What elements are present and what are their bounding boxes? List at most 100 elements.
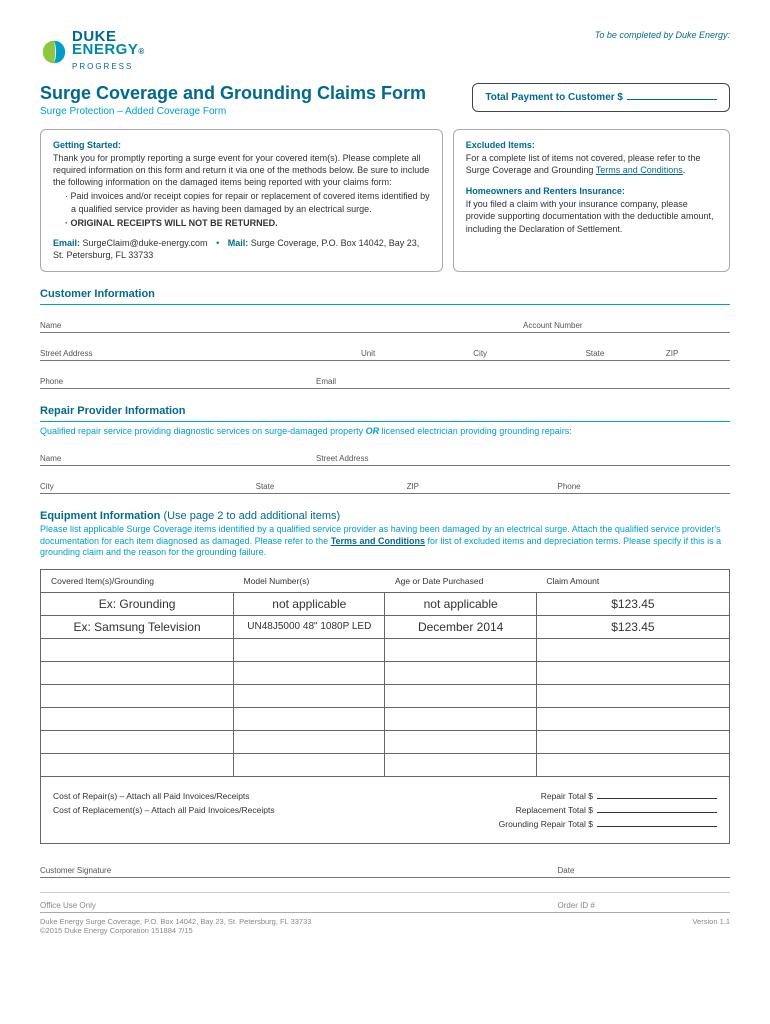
- table-row[interactable]: [41, 753, 729, 776]
- table-cell[interactable]: [234, 753, 385, 776]
- repair-info-heading: Repair Provider Information: [40, 405, 730, 422]
- footer-copy: ©2015 Duke Energy Corporation 151884 7/1…: [40, 926, 311, 935]
- equipment-table: Covered Item(s)/GroundingModel Number(s)…: [41, 570, 729, 777]
- table-cell[interactable]: [536, 638, 729, 661]
- logo-icon: [40, 38, 68, 66]
- table-cell[interactable]: [41, 684, 234, 707]
- cust-state-field: State: [586, 347, 666, 360]
- cust-city-field: City: [473, 347, 585, 360]
- table-cell[interactable]: [41, 638, 234, 661]
- table-cell[interactable]: not applicable: [234, 592, 385, 615]
- getting-bullet-2: ORIGINAL RECEIPTS WILL NOT BE RETURNED.: [53, 217, 430, 229]
- table-cell[interactable]: [385, 730, 536, 753]
- table-cell[interactable]: [385, 753, 536, 776]
- terms-link[interactable]: Terms and Conditions: [596, 165, 683, 175]
- cust-name-field: Name: [40, 319, 523, 332]
- table-cell[interactable]: [536, 661, 729, 684]
- table-cell[interactable]: UN48J5000 48" 1080P LED: [234, 615, 385, 638]
- table-cell[interactable]: [385, 707, 536, 730]
- getting-started-text: Thank you for promptly reporting a surge…: [53, 152, 430, 188]
- cust-street-field: Street Address: [40, 347, 361, 360]
- table-cell[interactable]: [41, 707, 234, 730]
- table-cell[interactable]: [536, 684, 729, 707]
- footer-version: Version 1.1: [692, 917, 730, 935]
- table-row[interactable]: [41, 684, 729, 707]
- footer-addr: Duke Energy Surge Coverage, P.O. Box 140…: [40, 917, 311, 926]
- cust-email-field: Email: [316, 375, 730, 388]
- totals-section: Cost of Repair(s) – Attach all Paid Invo…: [41, 777, 729, 843]
- cust-phone-field: Phone: [40, 375, 316, 388]
- table-cell[interactable]: [234, 707, 385, 730]
- table-cell[interactable]: not applicable: [385, 592, 536, 615]
- cust-zip-field: ZIP: [666, 347, 730, 360]
- table-cell[interactable]: Ex: Samsung Television: [41, 615, 234, 638]
- table-row[interactable]: [41, 638, 729, 661]
- payment-amount-line[interactable]: [627, 99, 717, 100]
- table-header: Model Number(s): [234, 570, 385, 593]
- repair-total-label: Repair Total $: [541, 791, 593, 801]
- email-label: Email:: [53, 238, 80, 248]
- table-cell[interactable]: $123.45: [536, 615, 729, 638]
- page-subtitle: Surge Protection – Added Coverage Form: [40, 106, 426, 117]
- getting-bullet-1: Paid invoices and/or receipt copies for …: [53, 190, 430, 214]
- payment-box: Total Payment to Customer $: [472, 83, 730, 112]
- repair-phone-field: Phone: [558, 480, 731, 493]
- homeowners-text: If you filed a claim with your insurance…: [466, 198, 717, 234]
- order-id-label: Order ID #: [558, 899, 731, 912]
- table-cell[interactable]: [536, 707, 729, 730]
- table-cell[interactable]: [536, 730, 729, 753]
- table-cell[interactable]: $123.45: [536, 592, 729, 615]
- brand-line3: PROGRESS: [72, 62, 133, 71]
- table-cell[interactable]: [385, 684, 536, 707]
- payment-label: Total Payment to Customer $: [485, 92, 623, 103]
- table-cell[interactable]: Ex: Grounding: [41, 592, 234, 615]
- table-cell[interactable]: [234, 730, 385, 753]
- cust-unit-field: Unit: [361, 347, 473, 360]
- ground-total-line[interactable]: [597, 826, 717, 827]
- table-header: Covered Item(s)/Grounding: [41, 570, 234, 593]
- repair-total-line[interactable]: [597, 798, 717, 799]
- repair-row-2[interactable]: City State ZIP Phone: [40, 480, 730, 494]
- table-row[interactable]: [41, 730, 729, 753]
- table-cell[interactable]: [234, 661, 385, 684]
- table-cell[interactable]: December 2014: [385, 615, 536, 638]
- repair-sub: Qualified repair service providing diagn…: [40, 426, 730, 438]
- getting-started-box: Getting Started: Thank you for promptly …: [40, 129, 443, 272]
- footer: Duke Energy Surge Coverage, P.O. Box 140…: [40, 917, 730, 935]
- table-cell[interactable]: [41, 661, 234, 684]
- table-cell[interactable]: [234, 684, 385, 707]
- table-cell[interactable]: [385, 661, 536, 684]
- table-row[interactable]: Ex: Groundingnot applicablenot applicabl…: [41, 592, 729, 615]
- signature-row[interactable]: Customer Signature Date: [40, 864, 730, 878]
- table-cell[interactable]: [41, 753, 234, 776]
- to-be-completed: To be completed by Duke Energy:: [595, 30, 730, 40]
- table-row[interactable]: [41, 661, 729, 684]
- equip-heading: Equipment Information (Use page 2 to add…: [40, 510, 730, 522]
- date-field: Date: [558, 864, 731, 877]
- repair-row-1[interactable]: Name Street Address: [40, 452, 730, 466]
- cost-replace-label: Cost of Replacement(s) – Attach all Paid…: [53, 805, 385, 815]
- equip-sub: Please list applicable Surge Coverage it…: [40, 524, 730, 559]
- cust-row-1[interactable]: Name Account Number: [40, 319, 730, 333]
- email-value: SurgeClaim@duke-energy.com: [83, 238, 208, 248]
- table-cell[interactable]: [536, 753, 729, 776]
- page-title: Surge Coverage and Grounding Claims Form: [40, 83, 426, 104]
- replace-total-label: Replacement Total $: [516, 805, 593, 815]
- getting-started-heading: Getting Started:: [53, 140, 430, 150]
- mail-label: Mail:: [228, 238, 249, 248]
- table-row[interactable]: [41, 707, 729, 730]
- replace-total-line[interactable]: [597, 812, 717, 813]
- brand-logo: DUKE ENERGY® PROGRESS: [40, 30, 145, 73]
- repair-city-field: City: [40, 480, 256, 493]
- table-row[interactable]: Ex: Samsung TelevisionUN48J5000 48" 1080…: [41, 615, 729, 638]
- cust-row-3[interactable]: Phone Email: [40, 375, 730, 389]
- table-cell[interactable]: [41, 730, 234, 753]
- repair-zip-field: ZIP: [407, 480, 558, 493]
- repair-name-field: Name: [40, 452, 316, 465]
- excluded-heading: Excluded Items:: [466, 140, 717, 150]
- cust-row-2[interactable]: Street Address Unit City State ZIP: [40, 347, 730, 361]
- equip-terms-link[interactable]: Terms and Conditions: [331, 536, 425, 546]
- equipment-table-wrap: Covered Item(s)/GroundingModel Number(s)…: [40, 569, 730, 844]
- table-cell[interactable]: [234, 638, 385, 661]
- table-cell[interactable]: [385, 638, 536, 661]
